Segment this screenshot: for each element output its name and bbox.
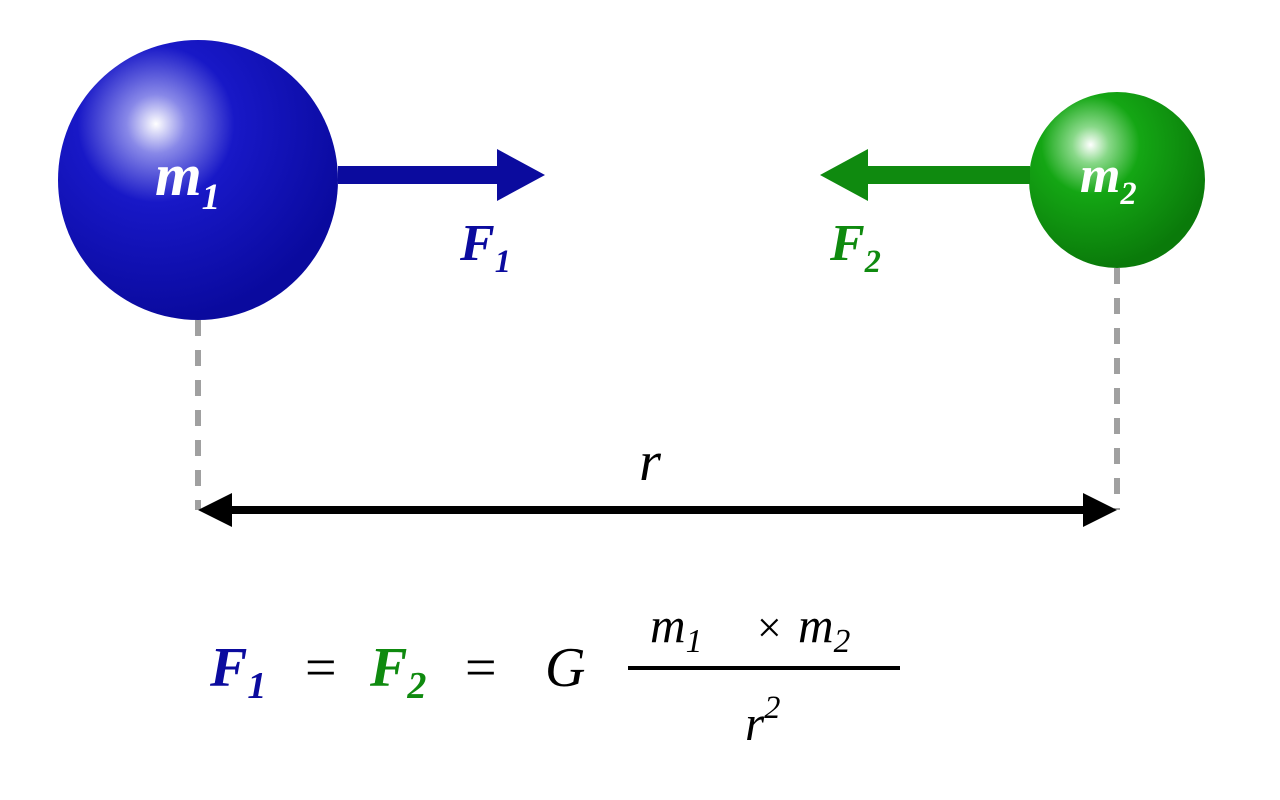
svg-text:m2: m2: [798, 598, 850, 660]
mass-2-sphere: m2: [1029, 92, 1205, 268]
svg-text:F2: F2: [369, 637, 426, 707]
svg-text:F1: F1: [209, 637, 266, 707]
mass-1-sphere: m1: [58, 40, 338, 320]
svg-text:r: r: [639, 431, 661, 493]
svg-text:G: G: [545, 637, 585, 699]
svg-text:F1: F1: [459, 215, 511, 279]
svg-text:F2: F2: [829, 215, 881, 279]
force-1-arrow: F1: [338, 149, 545, 279]
svg-text:×: ×: [757, 604, 782, 652]
svg-text:r2: r2: [745, 689, 780, 751]
distance-indicator: r: [198, 431, 1117, 527]
force-2-arrow: F2: [820, 149, 1030, 279]
equation: F1 = F2 = G m1 × m2 r2: [209, 598, 900, 751]
svg-text:=: =: [305, 637, 337, 699]
gravitation-diagram: r m1 m2 F1 F2: [0, 0, 1280, 800]
svg-text:m1: m1: [650, 598, 702, 660]
svg-text:=: =: [465, 637, 497, 699]
